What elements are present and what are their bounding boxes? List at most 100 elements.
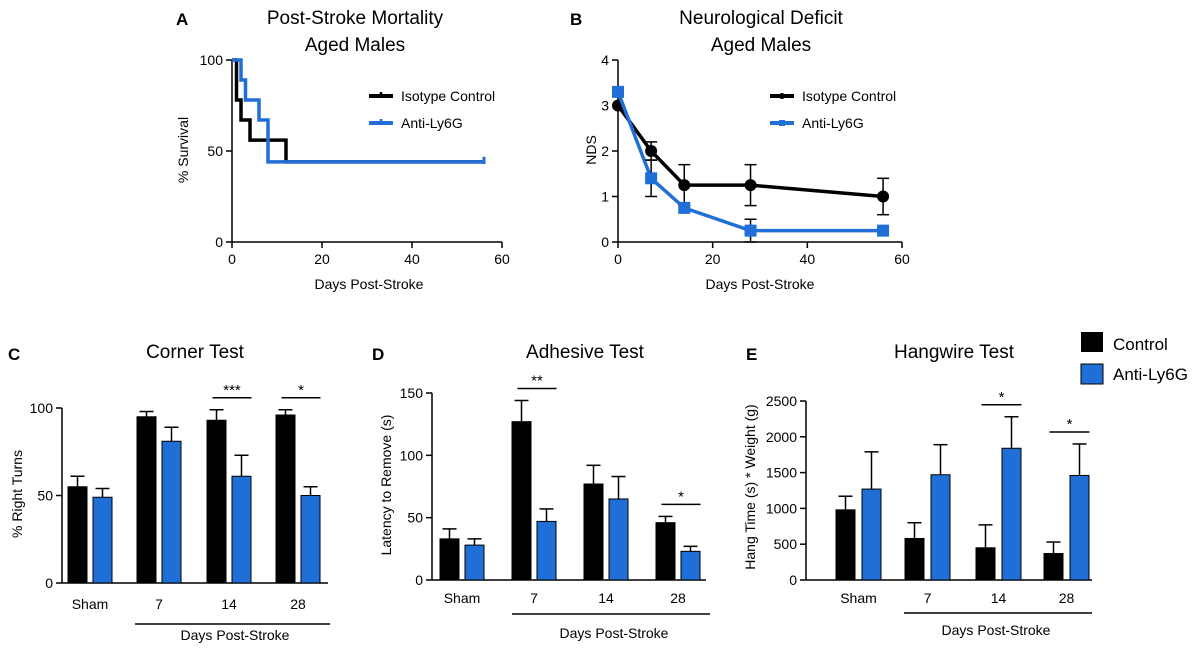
panel-d-y-tick-label: 50 (407, 510, 423, 526)
panel-d-letter: D (372, 345, 384, 364)
panel-c-title: Corner Test (146, 342, 245, 363)
panel-e-y-tick-label: 1500 (766, 465, 797, 481)
panel-d-y-tick-label: 0 (415, 572, 423, 588)
panel-d-ylabel: Latency to Remove (s) (378, 415, 394, 556)
panel-c-y-tick-label: 100 (30, 400, 54, 416)
panel-e-xlabel: Days Post-Stroke (942, 622, 1051, 638)
panel-d-category-label: Sham (444, 590, 481, 606)
panel-a-y-tick-label: 50 (207, 143, 223, 159)
panel-e-bar-control (904, 537, 925, 581)
panel-c-significance-label: * (298, 382, 304, 399)
bar-legend-control-label: Control (1113, 335, 1168, 354)
panel-a-xlabel: Days Post-Stroke (315, 276, 424, 292)
panel-c-bar-anti-ly6g (300, 495, 321, 584)
panel-b-series-1-point (612, 85, 624, 98)
panel-d-bar-anti-ly6g (608, 498, 629, 581)
panel-b-title-line1: Neurological Deficit (679, 8, 843, 29)
panel-e-ylabel: Hang Time (s) * Weight (g) (742, 404, 758, 569)
panel-a-legend-label-1: Anti-Ly6G (401, 115, 463, 131)
panel-a-series-1-line (232, 58, 484, 164)
panel-d-bar-anti-ly6g (680, 550, 701, 581)
panel-d-category-label: 14 (598, 590, 614, 606)
panel-d-bar-control (511, 421, 532, 581)
panel-b-x-tick-label: 0 (614, 251, 622, 267)
panel-b-x-tick-label: 20 (705, 251, 721, 267)
panel-e-category-label: 7 (924, 590, 932, 606)
panel-a-title-line2: Aged Males (305, 35, 405, 56)
panel-e-category-label: Sham (840, 590, 877, 606)
panel-b-legend-label-1: Anti-Ly6G (802, 115, 864, 131)
panel-b-y-tick-label: 0 (601, 234, 609, 250)
panel-d-significance-label: * (678, 488, 684, 505)
panel-e-letter: E (746, 345, 757, 364)
panel-c-bar-control (67, 486, 88, 584)
panel-b-series-1-point (678, 201, 691, 214)
panel-d-category-label: 7 (530, 590, 538, 606)
panel-c-xlabel: Days Post-Stroke (181, 627, 290, 643)
panel-a-x-tick-label: 40 (404, 251, 420, 267)
panel-b-ylabel: NDS (583, 135, 599, 165)
panel-b-series-0-point (678, 179, 691, 192)
panel-c-significance-label: *** (223, 382, 241, 399)
panel-a-x-tick-label: 20 (314, 251, 330, 267)
panel-b-series-1-line (616, 91, 884, 233)
panel-d-title: Adhesive Test (526, 342, 645, 363)
panel-e-bar-control (835, 509, 856, 581)
panel-e-significance-label: * (999, 389, 1005, 406)
panel-b-title-line2: Aged Males (711, 35, 811, 56)
panel-e-significance-label: * (1067, 416, 1073, 433)
panel-d-xlabel: Days Post-Stroke (560, 625, 669, 641)
panel-c-bar-control (136, 416, 157, 584)
panel-e-y-tick-label: 0 (789, 572, 797, 588)
panel-d-bar-anti-ly6g (464, 544, 485, 581)
bar-legend-control-swatch (1081, 332, 1103, 352)
panel-d-bar-anti-ly6g (536, 520, 557, 581)
panel-e-y-tick-label: 2500 (766, 393, 797, 409)
panel-a-series-0-line (232, 58, 484, 164)
panel-c-bar-anti-ly6g (231, 475, 252, 584)
panel-a-x-tick-label: 60 (494, 251, 510, 267)
panel-b-y-tick-label: 4 (601, 52, 609, 68)
panel-c-category-label: 7 (155, 596, 163, 612)
panel-a-letter: A (176, 10, 188, 29)
panel-d-y-tick-label: 150 (400, 385, 424, 401)
panel-d-significance-label: ** (531, 372, 543, 389)
panel-d-bar-control (583, 483, 604, 581)
panel-c-category-label: 28 (290, 596, 306, 612)
panel-b-series-0-point (744, 179, 757, 192)
panel-b-x-tick-label: 60 (894, 251, 910, 267)
panel-b-x-tick-label: 40 (800, 251, 816, 267)
panel-e-category-label: 14 (991, 590, 1007, 606)
panel-b-series-0-point (877, 190, 890, 203)
panel-b-xlabel: Days Post-Stroke (706, 276, 815, 292)
panel-b-y-tick-label: 2 (601, 143, 609, 159)
panel-e-y-tick-label: 500 (774, 536, 798, 552)
panel-e-category-label: 28 (1059, 590, 1075, 606)
panel-e-bar-anti-ly6g (930, 474, 951, 581)
panel-c-bar-control (206, 419, 227, 584)
panel-b-y-tick-label: 1 (601, 189, 609, 205)
bar-legend-treatment-label: Anti-Ly6G (1113, 365, 1188, 384)
panel-e-bar-anti-ly6g (861, 488, 882, 581)
panel-a-y-tick-label: 0 (215, 234, 223, 250)
panel-c-bar-anti-ly6g (92, 496, 113, 584)
panel-a-title-line1: Post-Stroke Mortality (267, 8, 444, 29)
bar-legend-treatment-swatch (1080, 363, 1104, 385)
panel-b-series-1-point (877, 224, 890, 237)
panel-e-y-tick-label: 2000 (766, 429, 797, 445)
panel-d-bar-control (655, 522, 676, 581)
panel-b-series-1-point (744, 224, 757, 237)
panel-e-bar-control (975, 547, 996, 581)
panel-e-title: Hangwire Test (894, 342, 1015, 363)
panel-e-bar-control (1043, 553, 1064, 581)
panel-e-bar-anti-ly6g (1001, 447, 1022, 581)
panel-c-y-tick-label: 0 (45, 575, 53, 591)
panel-c-bar-anti-ly6g (161, 440, 182, 584)
panel-a-legend-label-0: Isotype Control (401, 88, 495, 104)
panel-d-category-label: 28 (670, 590, 686, 606)
panel-b-legend-marker-1 (779, 120, 785, 126)
panel-c-category-label: Sham (72, 596, 109, 612)
panel-b-legend-label-0: Isotype Control (802, 88, 896, 104)
panel-d-y-tick-label: 100 (400, 447, 424, 463)
